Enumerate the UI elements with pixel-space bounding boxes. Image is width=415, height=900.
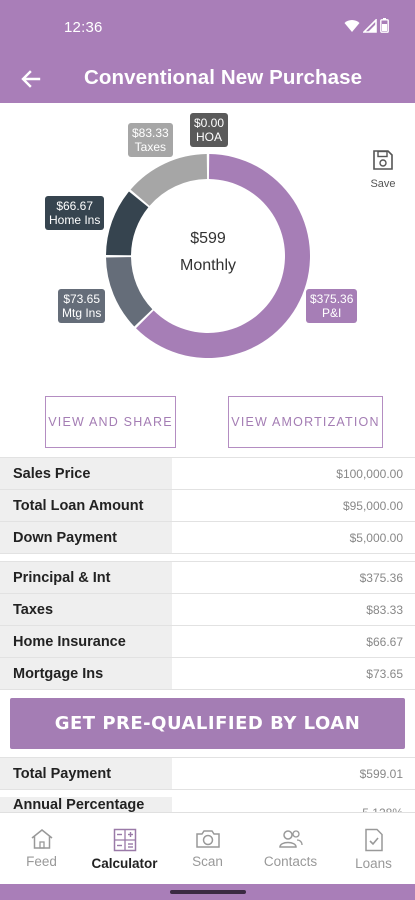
chip-mtg-ins-value: $73.65 [63,292,101,306]
table-row: Total Payment $599.01 [0,758,415,789]
chart-center-amount: $599 [190,230,226,247]
donut-slice-p-i[interactable] [136,154,311,358]
chip-pi-value: $375.36 [310,292,354,306]
chip-mtg-ins-label: Mtg Ins [62,306,102,320]
battery-icon [380,18,389,33]
divider [0,757,415,758]
donut-chart [106,154,311,358]
page-title: Conventional New Purchase [84,66,363,89]
back-button[interactable] [16,64,46,94]
row-value: $83.33 [172,594,415,625]
nav-loans-label: Loans [355,856,392,871]
save-button[interactable]: Save [366,149,400,190]
divider [0,625,415,626]
row-label: Down Payment [0,522,172,553]
save-label: Save [370,178,396,190]
nav-loans[interactable]: Loans [332,813,415,884]
divider [0,457,415,458]
floppy-disk-icon [373,150,393,170]
camera-icon [195,830,220,848]
table-row: Down Payment $5,000.00 [0,522,415,553]
divider [0,489,415,490]
row-value: $66.67 [172,626,415,657]
divider [0,789,415,790]
chip-hoa-value: $0.00 [194,116,225,130]
row-value: $375.36 [172,562,415,593]
row-label: Total Payment [0,758,172,789]
chip-home-ins-value: $66.67 [56,199,94,213]
chart-center-label: Monthly [179,257,237,274]
wifi-icon [344,19,360,32]
divider [0,593,415,594]
nav-scan-label: Scan [192,854,223,869]
nav-feed[interactable]: Feed [0,813,83,884]
home-icon [31,829,52,849]
divider [0,521,415,522]
chip-hoa-label: HOA [196,130,223,144]
chip-home-ins: $66.67 Home Ins [45,196,105,230]
status-time: 12:36 [64,19,103,36]
payment-chart: $599 Monthly $0.00 HOA $83.33 Taxes $66.… [0,103,415,393]
row-label: Principal & Int [0,562,172,593]
view-and-share-button[interactable]: VIEW AND SHARE [45,396,176,448]
chip-taxes-value: $83.33 [132,126,169,140]
row-label: Mortgage Ins [0,658,172,689]
nav-calculator-label: Calculator [91,856,158,871]
chip-home-ins-label: Home Ins [49,213,101,227]
row-value: $599.01 [172,758,415,789]
view-amortization-button[interactable]: VIEW AMORTIZATION [228,396,383,448]
table-row: Taxes $83.33 [0,594,415,625]
signal-icon [363,18,377,33]
home-gesture-pill[interactable] [170,890,246,894]
bottom-navigation: Feed Calculator Scan Contacts Loans [0,812,415,884]
donut-slice-home-ins[interactable] [106,191,149,256]
table-row: Home Insurance $66.67 [0,626,415,657]
chip-taxes: $83.33 Taxes [128,123,173,157]
row-label: Total Loan Amount [0,490,172,521]
divider [0,553,415,554]
table-row: Sales Price $100,000.00 [0,458,415,489]
row-label: Taxes [0,594,172,625]
divider [0,561,415,562]
row-value: $95,000.00 [172,490,415,521]
table-row: Principal & Int $375.36 [0,562,415,593]
chip-pi-label: P&I [322,306,342,320]
status-icons [344,18,389,33]
row-value: $73.65 [172,658,415,689]
donut-slice-mtg-ins[interactable] [106,257,153,327]
row-label: Sales Price [0,458,172,489]
chip-hoa: $0.00 HOA [190,113,229,147]
nav-scan[interactable]: Scan [166,813,249,884]
donut-slice-taxes[interactable] [130,154,208,206]
app-header: 12:36 Conventional New Purchase [0,0,415,103]
calculator-icon [113,828,136,852]
chip-principal-interest: $375.36 P&I [306,289,358,323]
divider [0,657,415,658]
row-value: $100,000.00 [172,458,415,489]
nav-feed-label: Feed [26,854,57,869]
nav-contacts-label: Contacts [263,854,318,869]
document-check-icon [364,828,383,852]
chip-mtg-ins: $73.65 Mtg Ins [58,289,106,323]
nav-contacts[interactable]: Contacts [249,813,332,884]
table-row: Mortgage Ins $73.65 [0,658,415,689]
chip-taxes-label: Taxes [134,140,167,154]
contacts-icon [278,830,303,848]
get-prequalified-button[interactable]: GET PRE-QUALIFIED BY LOAN [10,698,405,749]
table-row: Total Loan Amount $95,000.00 [0,490,415,521]
nav-calculator[interactable]: Calculator [83,813,166,884]
divider [0,689,415,690]
row-value: $5,000.00 [172,522,415,553]
row-label: Home Insurance [0,626,172,657]
arrow-left-icon [21,70,41,88]
